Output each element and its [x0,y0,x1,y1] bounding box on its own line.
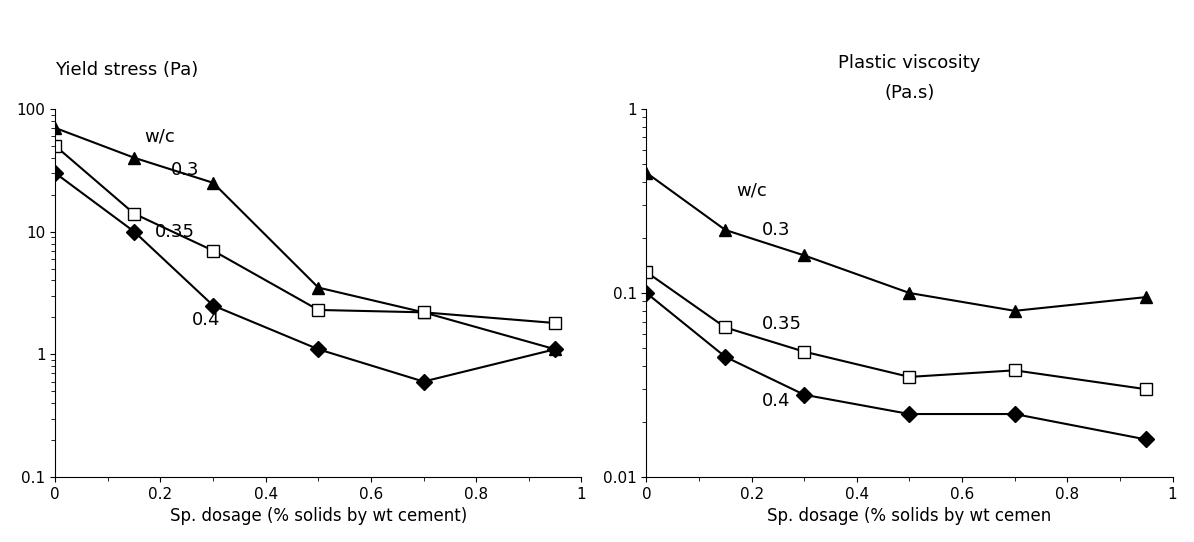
Text: 0.3: 0.3 [762,221,790,239]
Text: 0.4: 0.4 [192,311,221,329]
X-axis label: Sp. dosage (% solids by wt cement): Sp. dosage (% solids by wt cement) [170,507,467,525]
Text: 0.35: 0.35 [762,315,802,333]
X-axis label: Sp. dosage (% solids by wt cemen: Sp. dosage (% solids by wt cemen [768,507,1052,525]
Text: 0.4: 0.4 [762,392,790,410]
Text: w/c: w/c [736,182,767,199]
Text: 0.3: 0.3 [171,160,199,179]
Text: w/c: w/c [144,127,176,145]
Text: Yield stress (Pa): Yield stress (Pa) [55,61,198,80]
Text: Plastic viscosity: Plastic viscosity [838,54,980,72]
Text: (Pa.s): (Pa.s) [885,83,935,101]
Text: 0.35: 0.35 [155,223,196,241]
